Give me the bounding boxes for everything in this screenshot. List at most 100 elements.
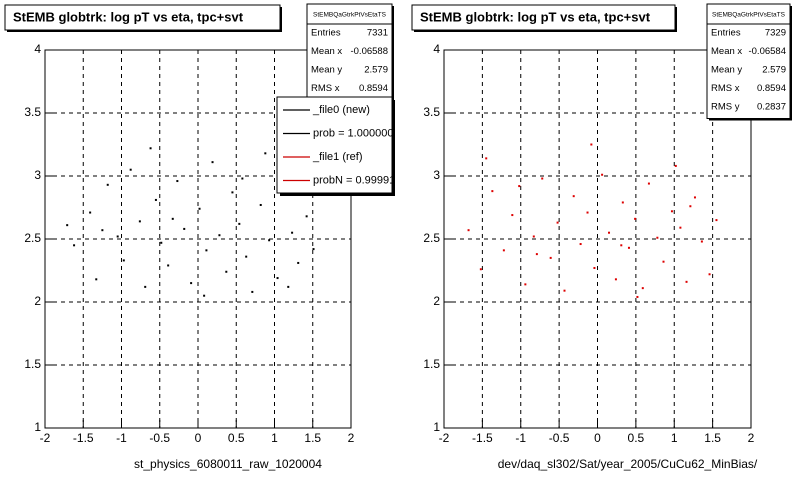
- stats-value: -0.06584: [748, 46, 786, 57]
- legend-label: probN = 0.99991: [313, 174, 395, 186]
- stats-box: [306, 3, 393, 101]
- point: [679, 226, 682, 229]
- x-tick-label: 1.5: [304, 431, 321, 445]
- y-tick-label: 3.5: [423, 105, 440, 119]
- stats-key: Mean x: [711, 46, 742, 57]
- point: [66, 224, 69, 227]
- point: [106, 183, 109, 186]
- chart-title: StEMB globtrk: log pT vs eta, tpc+svt: [13, 9, 244, 24]
- point: [572, 195, 575, 198]
- y-tick-label: 2: [34, 294, 41, 308]
- point: [171, 217, 174, 220]
- point: [287, 285, 290, 288]
- point: [259, 203, 262, 206]
- point: [312, 248, 315, 251]
- point: [268, 239, 271, 242]
- point: [73, 244, 76, 247]
- point: [101, 229, 104, 232]
- point: [479, 268, 482, 271]
- stats-key: RMS y: [711, 102, 740, 113]
- point: [689, 205, 692, 208]
- point: [511, 214, 514, 217]
- point: [662, 260, 665, 263]
- point: [586, 211, 589, 214]
- point: [700, 240, 703, 243]
- stats-value: 0.8594: [757, 83, 786, 94]
- point: [138, 220, 141, 223]
- x-tick-label: 0.5: [628, 431, 645, 445]
- y-tick-label: 3: [34, 168, 41, 182]
- point: [634, 217, 637, 220]
- stats-box: [706, 3, 791, 119]
- point: [715, 219, 718, 222]
- stats-value: 2.579: [762, 65, 786, 76]
- stats-value: 0.8594: [359, 83, 388, 94]
- y-tick-label: 2.5: [423, 231, 440, 245]
- point: [116, 235, 119, 238]
- chart-title: StEMB globtrk: log pT vs eta, tpc+svt: [420, 9, 651, 24]
- point: [563, 289, 566, 292]
- point: [579, 243, 582, 246]
- point: [291, 231, 294, 234]
- point: [647, 182, 650, 185]
- y-tick-label: 3: [433, 168, 440, 182]
- point: [89, 211, 92, 214]
- point: [225, 270, 228, 273]
- point: [601, 173, 604, 176]
- x-tick-label: 1: [671, 431, 678, 445]
- x-tick-label: -0.5: [149, 431, 170, 445]
- x-tick-label: 0: [195, 431, 202, 445]
- legend-box: [276, 96, 393, 194]
- point: [674, 164, 677, 167]
- point: [541, 177, 544, 180]
- point: [524, 283, 527, 286]
- stats-value: 7331: [367, 28, 388, 39]
- point: [685, 280, 688, 283]
- stats-value: 0.2837: [757, 102, 786, 113]
- point: [532, 235, 535, 238]
- point: [593, 266, 596, 269]
- x-tick-label: 1: [271, 431, 278, 445]
- point: [641, 287, 644, 290]
- stats-key: Mean x: [311, 46, 342, 57]
- y-tick-label: 4: [34, 42, 41, 56]
- point: [670, 210, 673, 213]
- point: [467, 229, 470, 232]
- point: [502, 249, 505, 252]
- point: [549, 256, 552, 259]
- x-tick-label: 1.5: [704, 431, 721, 445]
- x-tick-label: -1.5: [472, 431, 493, 445]
- y-tick-label: 1.5: [423, 357, 440, 371]
- point: [614, 278, 617, 281]
- x-tick-label: -1: [515, 431, 526, 445]
- point: [621, 201, 624, 204]
- point: [556, 221, 559, 224]
- point: [297, 261, 300, 264]
- point: [218, 234, 221, 237]
- legend-label: _file1 (ref): [312, 151, 363, 163]
- x-tick-label: -1.5: [73, 431, 94, 445]
- point: [122, 259, 125, 262]
- x-tick-label: -2: [40, 431, 51, 445]
- y-tick-label: 3.5: [24, 105, 41, 119]
- x-tick-label: -0.5: [549, 431, 570, 445]
- point: [264, 152, 267, 155]
- stats-key: Entries: [711, 28, 741, 39]
- point: [305, 215, 308, 218]
- y-tick-label: 4: [433, 42, 440, 56]
- point: [535, 253, 538, 256]
- point: [190, 282, 193, 285]
- point: [518, 185, 521, 188]
- y-tick-label: 1: [34, 420, 41, 434]
- point: [245, 255, 248, 258]
- point: [708, 273, 711, 276]
- point: [241, 177, 244, 180]
- legend: _file0 (new) prob = 1.000000 _file1 (ref) p…: [283, 104, 395, 186]
- point: [627, 246, 630, 249]
- x-tick-label: 2: [348, 431, 355, 445]
- point: [183, 227, 186, 230]
- point: [485, 157, 488, 160]
- stats-key: RMS x: [711, 83, 740, 94]
- point: [620, 244, 623, 247]
